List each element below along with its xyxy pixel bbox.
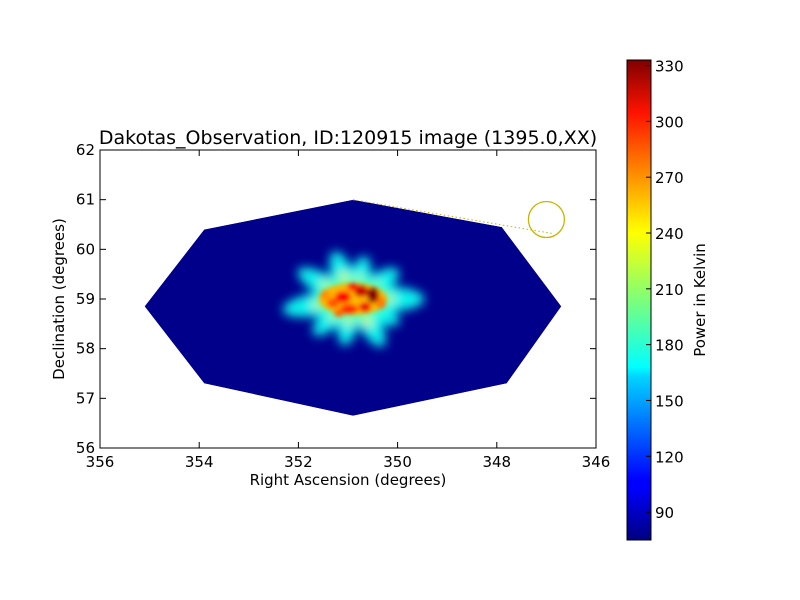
emission-hotspot bbox=[376, 297, 386, 309]
x-tick-label: 354 bbox=[185, 453, 214, 471]
colorbar-tick-label: 330 bbox=[655, 58, 684, 76]
y-tick-label: 58 bbox=[76, 340, 95, 358]
emission-hotspot bbox=[335, 291, 351, 303]
x-tick-label: 346 bbox=[582, 453, 611, 471]
emission-hotspot bbox=[340, 304, 358, 314]
emission-hotspot bbox=[320, 290, 330, 300]
colorbar-tick-label: 180 bbox=[655, 337, 684, 355]
y-tick-label: 62 bbox=[76, 141, 95, 159]
emission-hotspot bbox=[327, 298, 339, 308]
colorbar-tick-label: 90 bbox=[655, 504, 674, 522]
emission-hotspot bbox=[347, 283, 359, 291]
y-tick-label: 56 bbox=[76, 439, 95, 457]
heatmap-footprint bbox=[144, 199, 562, 416]
y-axis-label: Declination (degrees) bbox=[50, 218, 68, 380]
colorbar-tick-label: 210 bbox=[655, 281, 684, 299]
beam-marker-circle bbox=[527, 200, 566, 239]
colorbar-axis: 90 120 150 180 210 240 270 300 330 bbox=[646, 58, 684, 522]
emission-hotspot bbox=[334, 309, 344, 317]
x-tick-label: 356 bbox=[86, 453, 115, 471]
y-tick-label: 60 bbox=[76, 240, 95, 258]
colorbar bbox=[626, 59, 652, 541]
x-axis-label: Right Ascension (degrees) bbox=[250, 471, 447, 489]
y-tick-label: 57 bbox=[76, 389, 95, 407]
beam-leader-line bbox=[352, 199, 553, 234]
colorbar-tick-label: 150 bbox=[655, 392, 684, 410]
emission-hotspot bbox=[367, 287, 379, 303]
colorbar-tick-label: 300 bbox=[655, 113, 684, 131]
x-axis: 356 354 352 350 348 346 bbox=[86, 150, 611, 471]
x-tick-label: 350 bbox=[383, 453, 412, 471]
emission-hotspot bbox=[359, 302, 371, 312]
y-tick-label: 61 bbox=[76, 191, 95, 209]
x-tick-label: 352 bbox=[284, 453, 313, 471]
colorbar-tick-label: 240 bbox=[655, 225, 684, 243]
y-axis: 56 57 58 59 60 61 62 bbox=[76, 141, 596, 457]
y-tick-label: 59 bbox=[76, 290, 95, 308]
chart-title: Dakotas_Observation, ID:120915 image (13… bbox=[99, 127, 597, 149]
colorbar-label: Power in Kelvin bbox=[691, 243, 709, 357]
colorbar-tick-label: 270 bbox=[655, 169, 684, 187]
x-tick-label: 348 bbox=[482, 453, 511, 471]
colorbar-tick-label: 120 bbox=[655, 448, 684, 466]
